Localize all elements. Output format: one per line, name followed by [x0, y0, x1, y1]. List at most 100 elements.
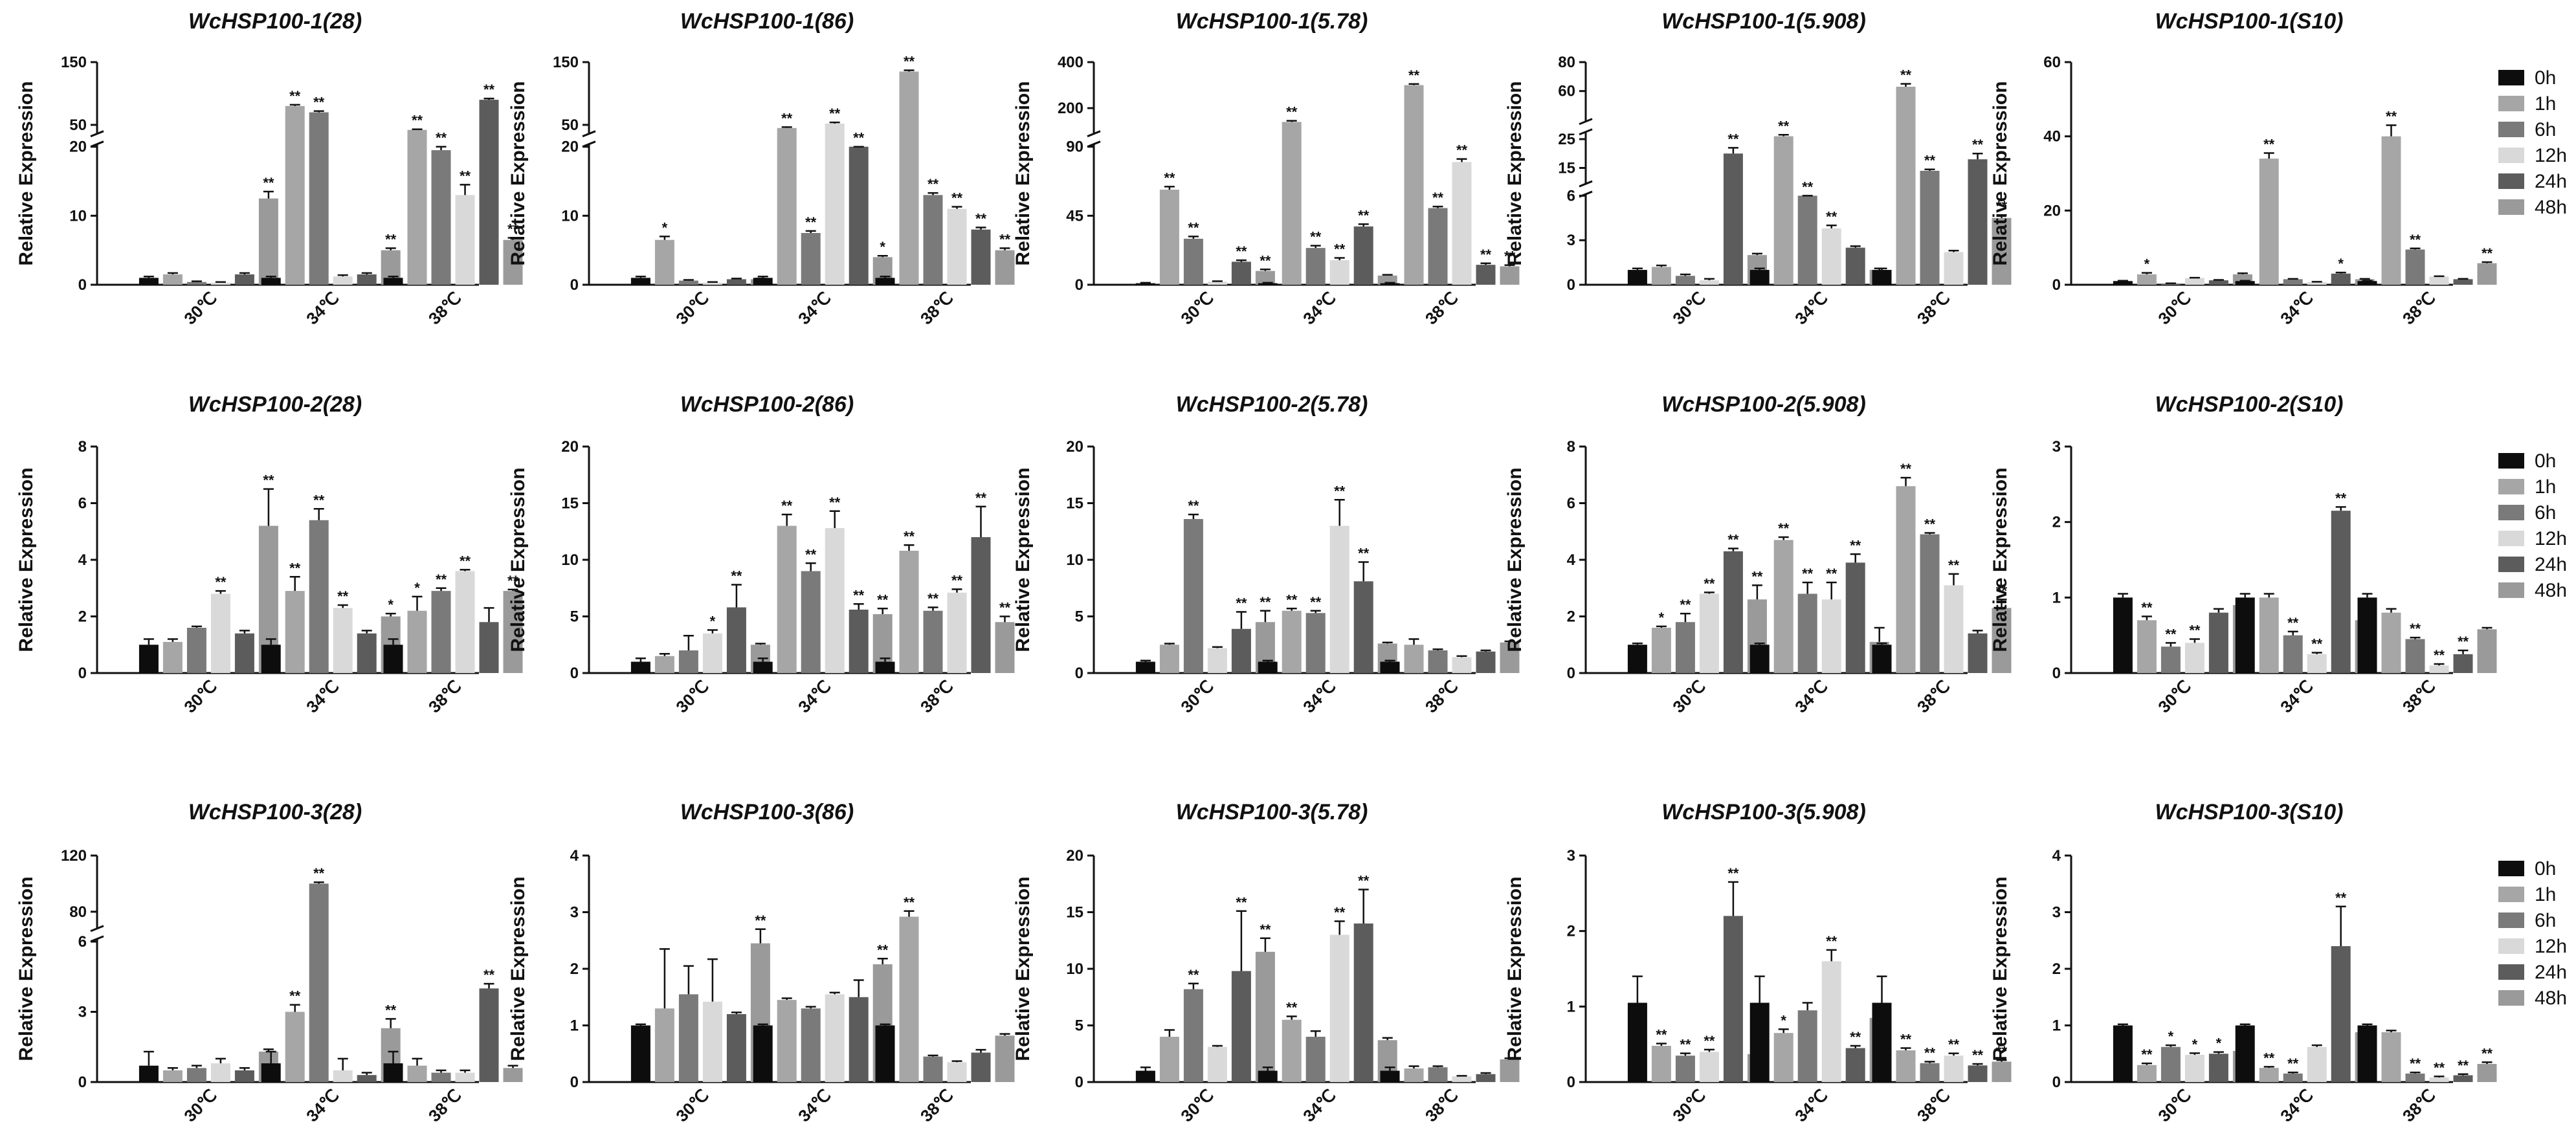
bar [2137, 274, 2157, 285]
bar [2259, 1068, 2279, 1082]
bar [1329, 934, 1349, 1082]
bar [1723, 551, 1743, 673]
bar [2113, 1025, 2133, 1082]
bar [1675, 1056, 1695, 1082]
significance-label: ** [1334, 241, 1346, 258]
x-category-label: 38℃ [2399, 676, 2439, 716]
significance-label: ** [1236, 894, 1247, 911]
x-category-label: 30℃ [2154, 676, 2194, 716]
x-category-label: 38℃ [1421, 1085, 1461, 1125]
bar [1723, 153, 1743, 285]
x-category-label: 34℃ [794, 288, 834, 328]
significance-label: ** [1480, 247, 1492, 263]
significance-label: ** [1972, 1047, 1984, 1063]
y-tick-label: 2 [2052, 960, 2061, 978]
y-tick-label: 2 [2052, 514, 2061, 531]
y-axis: 0 1 2 3 4 [2052, 847, 2072, 1091]
bar [2381, 136, 2401, 285]
bar [1428, 1067, 1448, 1082]
bar [2208, 280, 2228, 285]
significance-label: ** [2458, 634, 2469, 650]
significance-label: ** [805, 546, 817, 562]
bar [777, 127, 797, 285]
y-tick-label: 0 [1567, 665, 1575, 682]
significance-label: ** [1260, 252, 1271, 269]
bar [630, 1025, 650, 1082]
chart-title: WcHSP100-2(86) [680, 392, 854, 417]
x-category-label: 34℃ [2276, 288, 2316, 328]
bar [1183, 519, 1203, 673]
y-tick-label: 20 [2043, 202, 2061, 219]
significance-label: ** [2141, 600, 2153, 616]
y-tick-label: 150 [61, 54, 87, 71]
bar [1231, 628, 1251, 673]
bar [1329, 525, 1349, 673]
y-axis-label: Relative Expression [1504, 467, 1526, 652]
significance-label: ** [1656, 1027, 1667, 1043]
bar [2113, 281, 2133, 285]
bar [1944, 252, 1964, 285]
y-tick-label: 0 [2052, 665, 2061, 682]
bar [654, 239, 674, 285]
significance-label: * [710, 614, 716, 630]
significance-label: ** [2410, 1056, 2421, 1072]
bar [1920, 1063, 1940, 1082]
significance-label: ** [2410, 232, 2421, 248]
legend-swatch [2498, 938, 2524, 954]
bar [1944, 585, 1964, 673]
bar [1968, 1065, 1988, 1082]
bar [1749, 270, 1770, 285]
significance-label: ** [1900, 461, 1912, 477]
significance-label: ** [951, 573, 963, 589]
significance-label: ** [1850, 1029, 1861, 1045]
chart-panel: WcHSP100-2(86) Relative Expression 0 5 10 15 2… [507, 392, 1015, 716]
bar [2453, 654, 2473, 673]
x-category-label: 34℃ [302, 676, 342, 716]
bar [1380, 283, 1400, 285]
bar [139, 278, 159, 285]
bar [875, 661, 895, 673]
significance-label: * [388, 597, 394, 613]
legend-label: 0h [2535, 450, 2556, 472]
significance-label: ** [904, 54, 915, 70]
bar [1329, 260, 1349, 285]
chart-panel: WcHSP100-3(86) Relative Expression 0 1 2 3 4 **… [507, 800, 1015, 1125]
bar [947, 208, 967, 285]
bar [1651, 628, 1671, 673]
bar [2453, 1075, 2473, 1082]
y-axis: 0 3 6 80 120 [61, 847, 104, 1091]
significance-label: ** [460, 553, 471, 569]
significance-label: ** [2434, 647, 2445, 663]
chart-title: WcHSP100-3(5.908) [1661, 800, 1866, 824]
bar [2235, 1025, 2255, 1082]
y-tick-label: 200 [1058, 100, 1083, 117]
y-tick-label: 20 [69, 138, 87, 156]
y-axis-label: Relative Expression [1990, 876, 2011, 1061]
legend-label: 48h [2535, 580, 2567, 601]
x-category-label: 38℃ [916, 1085, 957, 1125]
bar [285, 591, 305, 673]
significance-label: ** [853, 587, 865, 603]
y-axis-label: Relative Expression [507, 81, 529, 265]
bar [2429, 665, 2449, 673]
x-category-label: 34℃ [1299, 676, 1339, 716]
y-axis: 0 5 10 15 20 [1066, 847, 1095, 1091]
y-tick-label: 50 [69, 116, 87, 134]
significance-label: ** [1432, 190, 1444, 206]
significance-label: * [1781, 1012, 1786, 1028]
bar [654, 656, 674, 673]
significance-label: ** [1826, 566, 1838, 582]
legend-swatch [2498, 557, 2524, 572]
bar [1944, 1056, 1964, 1082]
significance-label: * [2338, 256, 2344, 272]
y-tick-label: 2 [1567, 923, 1575, 940]
significance-label: ** [1751, 568, 1763, 584]
bar [2283, 635, 2303, 673]
bar [431, 150, 451, 285]
chart-title: WcHSP100-2(5.908) [1661, 392, 1866, 417]
significance-label: ** [755, 912, 766, 929]
significance-label: ** [904, 528, 915, 544]
bar [678, 280, 698, 285]
significance-label: ** [2458, 1057, 2469, 1074]
significance-label: ** [781, 110, 793, 126]
